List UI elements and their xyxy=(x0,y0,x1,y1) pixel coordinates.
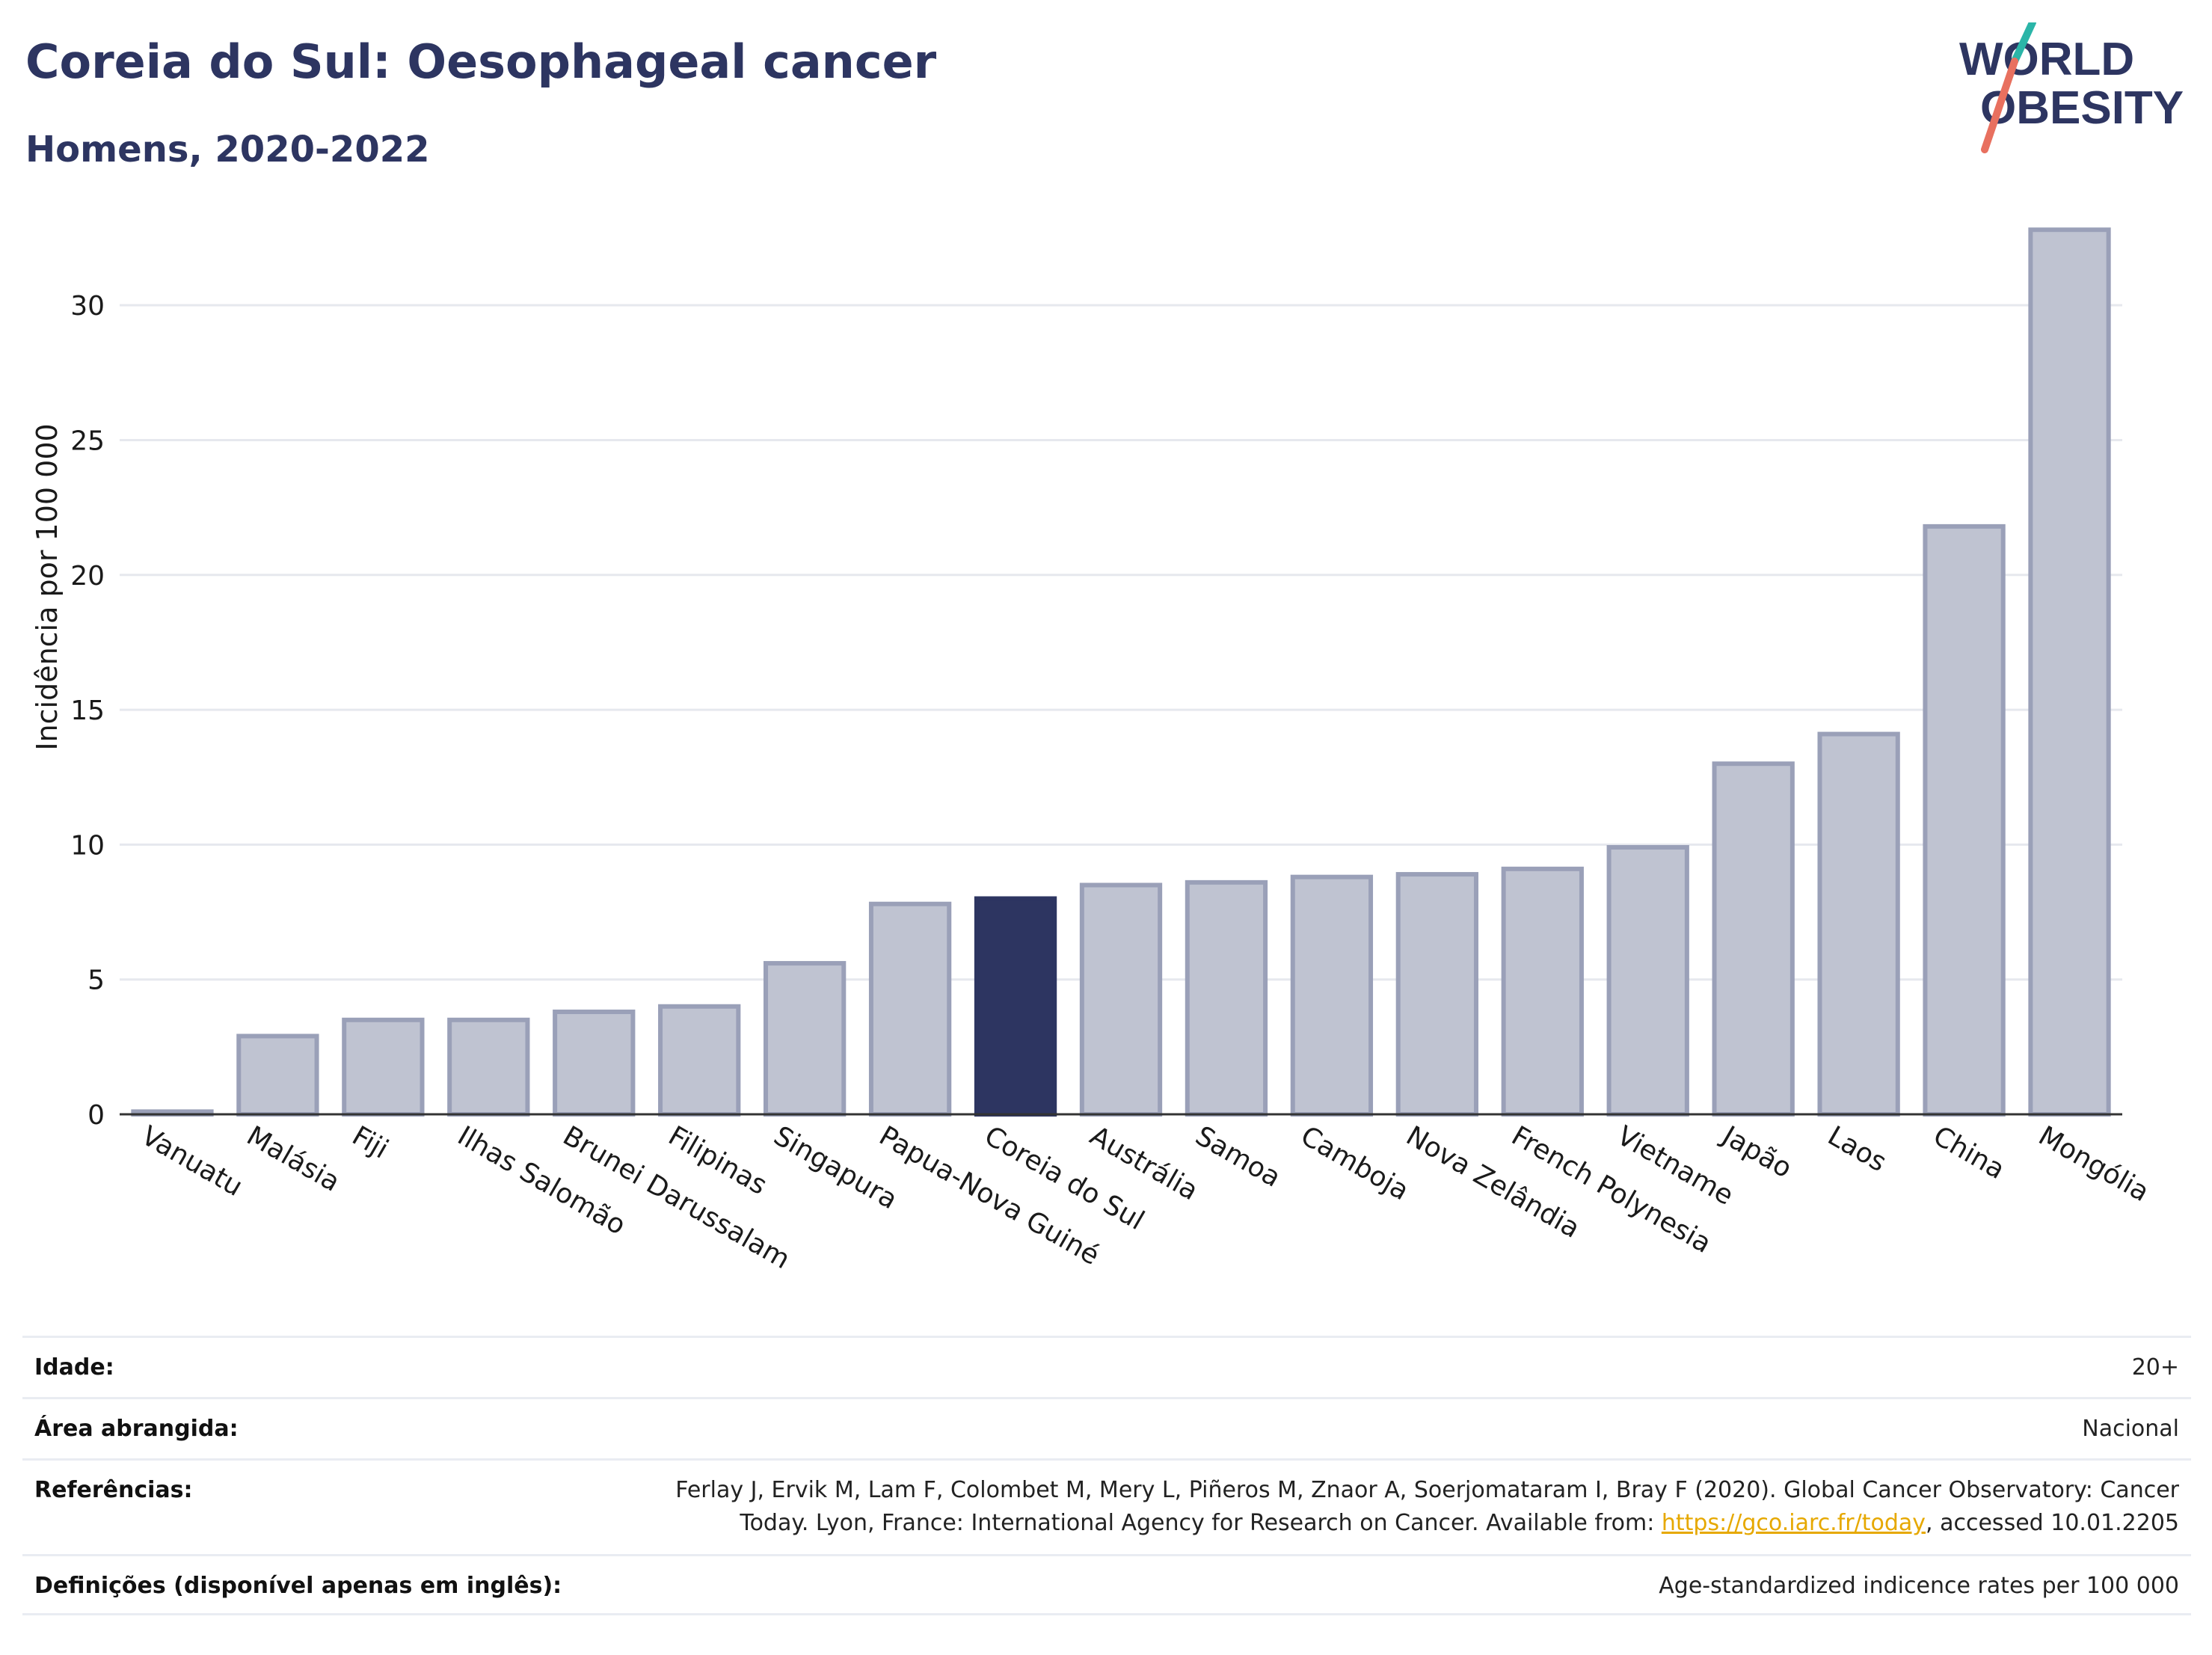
y-axis-title: Incidência por 100 000 xyxy=(31,423,64,750)
info-row-references: Referências: Ferlay J, Ervik M, Lam F, C… xyxy=(22,1458,2191,1554)
x-tick-label: Japão xyxy=(1715,1120,1797,1184)
bar-papua-nova-guin- xyxy=(868,901,952,1117)
bar-french-polynesia xyxy=(1501,866,1584,1117)
bars xyxy=(131,227,2111,1117)
bar-ilhas-salom-o xyxy=(447,1017,530,1117)
bar-china xyxy=(1923,523,2006,1117)
x-tick-label: Samoa xyxy=(1190,1120,1285,1194)
references-label: Referências: xyxy=(34,1477,193,1503)
y-tick-label: 25 xyxy=(70,426,105,456)
x-tick-label: Mongólia xyxy=(2033,1120,2154,1208)
bar-vietname xyxy=(1606,845,1689,1117)
x-tick-label: China xyxy=(1928,1120,2010,1185)
logo-line1: WORLD xyxy=(1959,34,2134,85)
x-tick-label: Vanuatu xyxy=(136,1120,248,1203)
world-obesity-logo: WORLD OBESITY xyxy=(1959,22,2184,153)
bar-singapura xyxy=(764,961,847,1117)
info-row-definitions: Definições (disponível apenas em inglês)… xyxy=(22,1554,2191,1615)
definitions-label: Definições (disponível apenas em inglês)… xyxy=(34,1573,562,1599)
bar-austr-lia xyxy=(1079,882,1163,1117)
bar-mong-lia xyxy=(2028,227,2111,1117)
y-axis-ticks: 0 5 10 15 20 25 30 xyxy=(70,291,105,1131)
bar-samoa xyxy=(1185,879,1268,1117)
info-table: Idade: 20+ Área abrangida: Nacional Refe… xyxy=(22,1336,2191,1615)
references-line2: Today. Lyon, France: International Agenc… xyxy=(675,1507,2179,1540)
y-tick-label: 5 xyxy=(87,965,105,996)
logo-slash-teal xyxy=(2011,22,2036,65)
references-line1: Ferlay J, Ervik M, Lam F, Colombet M, Me… xyxy=(675,1477,2179,1503)
info-row-age: Idade: 20+ xyxy=(22,1336,2191,1397)
bar-filipinas xyxy=(658,1004,741,1117)
area-value: Nacional xyxy=(2082,1416,2179,1442)
bar-mal-sia xyxy=(236,1034,319,1117)
x-tick-label: Malásia xyxy=(242,1120,345,1198)
bar-brunei-darussalam xyxy=(553,1009,636,1117)
bar-fiji xyxy=(342,1017,425,1117)
definitions-value: Age-standardized indicence rates per 100… xyxy=(1659,1573,2179,1599)
references-line2-pre: Today. Lyon, France: International Agenc… xyxy=(740,1510,1662,1536)
x-tick-label: Nova Zelândia xyxy=(1401,1120,1585,1244)
bar-laos xyxy=(1817,731,1900,1117)
bar-nova-zel-ndia xyxy=(1395,872,1478,1117)
bar-camboja xyxy=(1290,874,1374,1117)
y-tick-label: 30 xyxy=(70,291,105,322)
bar-jap-o xyxy=(1712,761,1795,1117)
references-value: Ferlay J, Ervik M, Lam F, Colombet M, Me… xyxy=(675,1474,2179,1540)
x-tick-label: Laos xyxy=(1822,1120,1891,1178)
references-link[interactable]: https://gco.iarc.fr/today xyxy=(1661,1510,1926,1536)
logo-slash-red xyxy=(1981,58,2018,153)
area-label: Área abrangida: xyxy=(34,1416,239,1442)
info-row-area: Área abrangida: Nacional xyxy=(22,1397,2191,1458)
logo-line2: OBESITY xyxy=(1980,82,2184,134)
age-value: 20+ xyxy=(2131,1354,2179,1381)
x-tick-label: Fiji xyxy=(347,1120,393,1165)
y-tick-label: 20 xyxy=(70,561,105,592)
y-tick-label: 0 xyxy=(87,1100,105,1131)
age-label: Idade: xyxy=(34,1354,114,1381)
references-line2-post: , accessed 10.01.2205 xyxy=(1926,1510,2179,1536)
y-tick-label: 10 xyxy=(70,830,105,861)
x-tick-label: Camboja xyxy=(1295,1120,1413,1206)
page-subtitle: Homens, 2020-2022 xyxy=(25,129,430,171)
bar-coreia-do-sul xyxy=(974,896,1057,1117)
y-tick-label: 15 xyxy=(70,696,105,726)
page-title: Coreia do Sul: Oesophageal cancer xyxy=(25,34,937,89)
